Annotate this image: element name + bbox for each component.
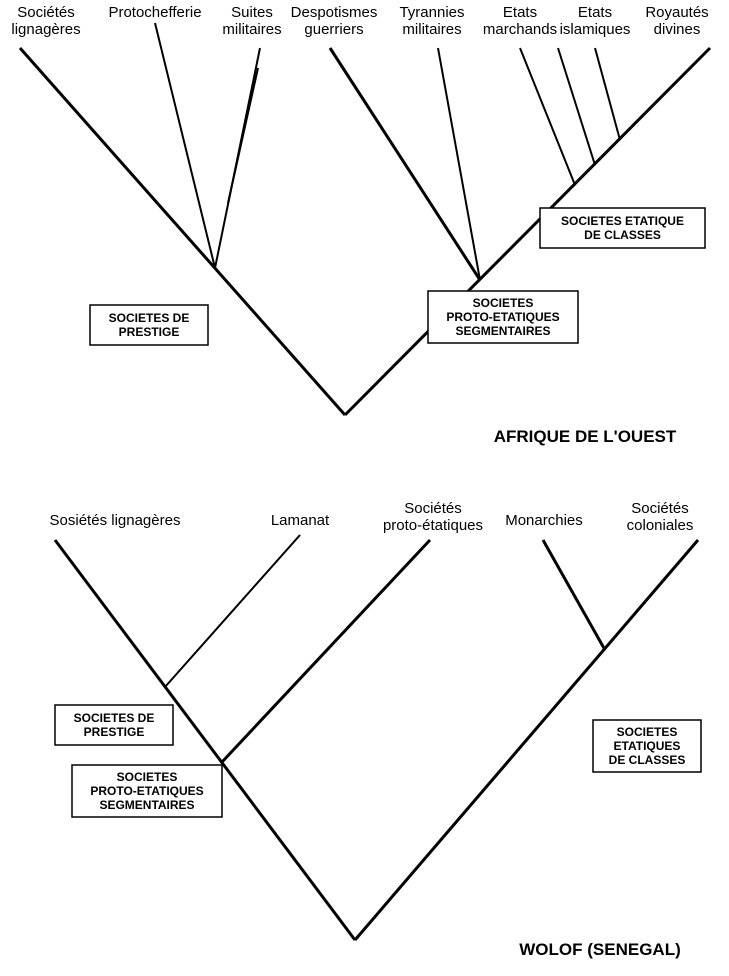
- d1-box-prestige-label: SOCIETES DEPRESTIGE: [109, 311, 190, 339]
- d2-lamanat: Lamanat: [271, 512, 330, 529]
- d1-despotismes-guerriers: Despotismesguerriers: [291, 4, 378, 38]
- d1-suites-militaires: Suitesmilitaires: [222, 4, 281, 38]
- d2-box-prestige-label: SOCIETES DEPRESTIGE: [74, 711, 155, 739]
- d2-sosietes-lignageres: Sosiétés lignagères: [50, 512, 181, 529]
- tree-diagrams: Sociétéslignagères Protochefferie Suitesmi…: [0, 0, 729, 976]
- title-WOLOF (SENEGAL): WOLOF (SENEGAL): [519, 940, 680, 959]
- d1-tyrannies-militaires: Tyranniesmilitaires: [399, 4, 464, 38]
- d2-societes-coloniales: Sociétéscoloniales: [627, 500, 694, 534]
- d2-monarchies: Monarchies: [505, 512, 583, 529]
- d1-royautes-divines: Royautésdivines: [645, 4, 708, 38]
- d1-societes-lignageres: Sociétéslignagères: [11, 4, 80, 38]
- d2-box-etatique-label: SOCIETESETATIQUESDE CLASSES: [609, 725, 686, 767]
- d1-protochefferie: Protochefferie: [108, 4, 201, 21]
- d1-etats-marchands: Etatsmarchands: [483, 4, 557, 38]
- d2-societes-proto: Sociétésproto-étatiques: [383, 500, 483, 534]
- d1-etats-islamiques: Etatsislamiques: [560, 4, 631, 38]
- title-AFRIQUE DE L'OUEST: AFRIQUE DE L'OUEST: [494, 427, 677, 446]
